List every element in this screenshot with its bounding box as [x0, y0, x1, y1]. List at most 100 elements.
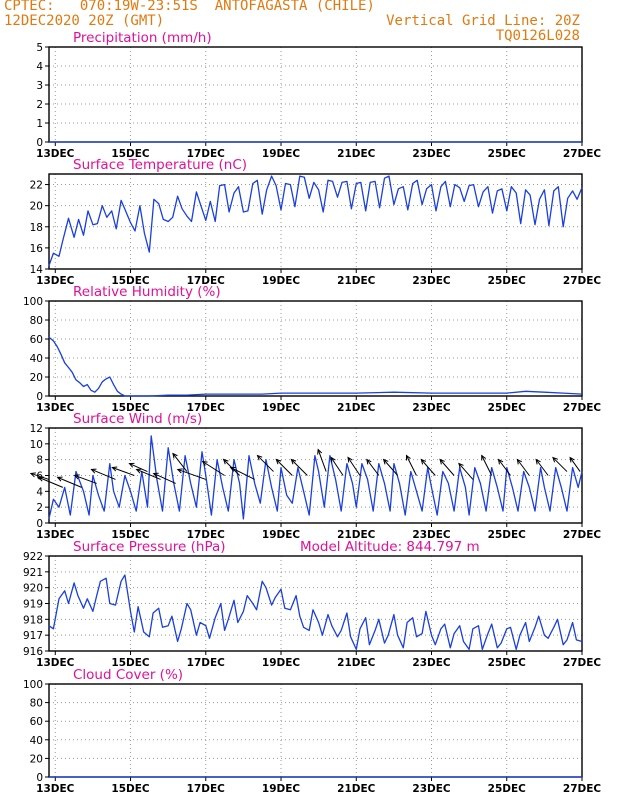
panel-5-ytick-label: 920 [23, 583, 43, 595]
panel-3-xtick-label: 23DEC [412, 402, 451, 414]
wind-arrow-head [535, 458, 541, 465]
wind-arrow-head [201, 460, 208, 467]
wind-arrow [38, 476, 63, 488]
panel-5-xtick-label: 25DEC [488, 657, 527, 669]
panel-6-xtick-label: 21DEC [337, 783, 376, 795]
panel-3-xtick-label: 25DEC [488, 402, 527, 414]
panel-1-xtick-label: 23DEC [412, 148, 451, 160]
wind-arrow [112, 467, 135, 476]
panel-4-series-line [48, 435, 583, 520]
panel-3-ytick-label: 60 [30, 334, 43, 346]
wind-arrow [383, 459, 399, 476]
wind-arrow-head [516, 458, 522, 465]
panel-1-xtick-label: 21DEC [337, 148, 376, 160]
panel-5-subtitle: Model Altitude: 844.797 m [300, 539, 480, 555]
panel-1-xtick-label: 13DEC [36, 148, 75, 160]
panel-5-ytick-label: 922 [23, 551, 43, 563]
panel-3-xtick-label: 13DEC [36, 402, 75, 414]
panel-4-ytick-label: 12 [30, 423, 43, 435]
wind-arrow-head [152, 472, 159, 478]
panel-1-ytick-label: 0 [36, 137, 43, 149]
wind-arrow-head [222, 458, 229, 465]
chart-header: CPTEC: 070:19W-23:51S ANTOFAGASTA (CHILE… [0, 0, 618, 46]
panel-6-ytick-label: 0 [36, 772, 43, 784]
wind-arrow-head [135, 468, 142, 474]
panel-4-ytick-label: 8 [36, 455, 43, 467]
panel-5-ytick-label: 917 [23, 630, 43, 642]
panel-2-xtick-label: 25DEC [488, 275, 527, 287]
panel-4-xtick-label: 13DEC [36, 529, 75, 541]
panel-6-xtick-label: 27DEC [563, 783, 602, 795]
panel-2-xtick-label: 21DEC [337, 275, 376, 287]
panel-6-xtick-label: 25DEC [488, 783, 527, 795]
panel-3-ytick-label: 20 [30, 372, 43, 384]
wind-arrow [535, 459, 549, 476]
panel-5-xtick-label: 15DEC [111, 657, 150, 669]
vertical-grid-note: Vertical Grid Line: 20Z [386, 13, 580, 29]
panel-5-series-line [48, 574, 583, 651]
panel-3-ytick-label: 100 [23, 296, 43, 308]
panel-2-xtick-label: 19DEC [262, 275, 301, 287]
wind-arrow [257, 455, 274, 472]
panel-5-ytick-label: 916 [23, 646, 43, 658]
wind-arrow [177, 468, 206, 480]
wind-arrow-head [420, 458, 427, 465]
panel-3-ytick-label: 80 [30, 315, 43, 327]
panel-5-xtick-label: 13DEC [36, 657, 75, 669]
panel-6-xtick-label: 23DEC [412, 783, 451, 795]
wind-arrow-head [317, 448, 323, 455]
panel-3-xtick-label: 21DEC [337, 402, 376, 414]
wind-arrow-head [37, 476, 44, 482]
panel-1-xtick-label: 19DEC [262, 148, 301, 160]
panel-2-frame [48, 173, 583, 270]
panel-5-xtick-label: 19DEC [262, 657, 301, 669]
wind-arrow-head [256, 454, 263, 461]
panel-6-xtick-label: 19DEC [262, 783, 301, 795]
wind-arrow-head [176, 468, 183, 474]
panel-1-xtick-label: 17DEC [187, 148, 226, 160]
wind-arrow [153, 472, 176, 484]
panel-3-xtick-label: 19DEC [262, 402, 301, 414]
wind-arrow-head [458, 462, 464, 469]
panel-6-ytick-label: 60 [30, 716, 43, 728]
panel-3-xtick-label: 15DEC [111, 402, 150, 414]
panel-4-xtick-label: 15DEC [111, 529, 150, 541]
panel-4-xtick-label: 19DEC [262, 529, 301, 541]
panel-2-ytick-label: 18 [30, 222, 43, 234]
panel-2-xtick-label: 15DEC [111, 275, 150, 287]
wind-arrow [230, 467, 255, 480]
wind-arrow-head [290, 458, 297, 465]
wind-arrow [458, 463, 474, 480]
panel-3-series-line [48, 336, 583, 397]
panel-4-ytick-label: 4 [36, 486, 43, 498]
panel-1-ytick-label: 2 [36, 99, 43, 111]
wind-arrow [129, 463, 148, 472]
wind-arrow [347, 457, 361, 476]
wind-arrow [275, 459, 293, 476]
panel-6-title: Cloud Cover (%) [73, 667, 183, 683]
station-line: CPTEC: 070:19W-23:51S ANTOFAGASTA (CHILE… [4, 0, 375, 14]
wind-arrow [498, 459, 511, 476]
panel-2-ytick-label: 14 [30, 264, 44, 276]
panel-4-xtick-label: 17DEC [187, 529, 226, 541]
panel-3-ytick-label: 0 [36, 391, 43, 403]
panel-6-ytick-label: 40 [30, 735, 43, 747]
panel-4-xtick-label: 21DEC [337, 529, 376, 541]
panel-5-xtick-label: 17DEC [187, 657, 226, 669]
panel-6-ytick-label: 80 [30, 698, 43, 710]
wind-arrow-head [111, 466, 118, 472]
wind-arrow [91, 468, 116, 480]
wind-arrow [552, 457, 568, 472]
wind-arrow-head [347, 456, 353, 463]
panel-1-xtick-label: 25DEC [488, 148, 527, 160]
panel-5-xtick-label: 23DEC [412, 657, 451, 669]
panel-6-ytick-label: 100 [23, 679, 43, 691]
wind-arrow [420, 459, 436, 476]
panel-5-ytick-label: 918 [23, 614, 43, 626]
panel-6-frame [48, 683, 583, 778]
panel-5-xtick-label: 21DEC [337, 657, 376, 669]
panel-1-ytick-label: 3 [36, 80, 43, 92]
wind-arrow-head [128, 462, 135, 468]
panel-2-xtick-label: 27DEC [563, 275, 602, 287]
